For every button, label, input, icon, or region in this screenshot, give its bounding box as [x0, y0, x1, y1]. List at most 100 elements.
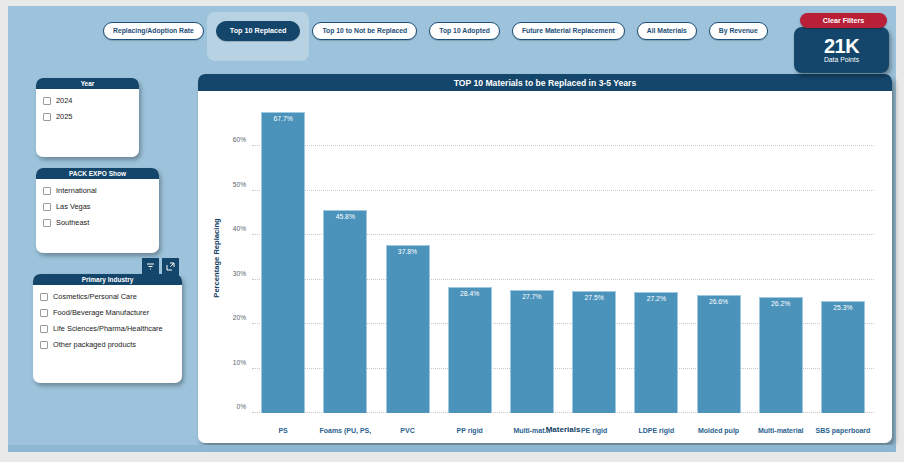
filter-option-label: 2024 [56, 96, 72, 105]
tab-label: Replacing/Adoption Rate [103, 22, 204, 40]
filter-option-international[interactable]: International [43, 186, 152, 195]
bar-data-label: 26.6% [692, 298, 746, 305]
filter-option-label: Other packaged products [53, 340, 136, 349]
tab-top-10-replaced[interactable]: Top 10 Replaced [216, 21, 301, 41]
bar-slot: 26.6% [687, 102, 749, 413]
bar-data-label: 26.2% [754, 300, 808, 307]
filter-option-label: Southeast [56, 218, 89, 227]
filter-option-life-sciences-pharma-healthcare[interactable]: Life Sciences/Pharma/Healthcare [40, 324, 175, 333]
checkbox-unchecked[interactable] [43, 113, 51, 121]
bar-data-label: 27.7% [505, 293, 559, 300]
y-axis-title: Percentage Replacing [212, 218, 221, 297]
x-tick-pvc: PVC [376, 427, 438, 434]
bar-chart-visual: TOP 10 Materials to be Replaced in 3-5 Y… [198, 74, 892, 443]
tab-top-10-adopted[interactable]: Top 10 Adopted [429, 22, 500, 40]
filter-option-label: Food/Beverage Manufacturer [53, 308, 149, 317]
filter-option-2024[interactable]: 2024 [43, 96, 132, 105]
data-points-label: Data Points [824, 56, 859, 63]
filter-options: Cosmetics/Personal Care Food/Beverage Man… [33, 285, 182, 349]
y-tick-label: 40% [233, 225, 246, 232]
x-tick-multi-material: Multi-material [750, 427, 812, 434]
checkbox-unchecked[interactable] [43, 187, 51, 195]
y-tick-label: 60% [233, 136, 246, 143]
tab-replacing-adoption-rate[interactable]: Replacing/Adoption Rate [103, 22, 204, 40]
bar-slot: 45.8% [314, 102, 376, 413]
bar-multi-mat[interactable]: 27.7% [510, 290, 554, 413]
x-tick-sbs-paperboard: SBS paperboard [812, 427, 874, 434]
chart-title: TOP 10 Materials to be Replaced in 3-5 Y… [198, 74, 892, 91]
checkbox-unchecked[interactable] [43, 219, 51, 227]
filter-option-label: International [56, 186, 97, 195]
filter-option-southeast[interactable]: Southeast [43, 218, 152, 227]
clear-filters-button[interactable]: Clear Filters [800, 13, 887, 28]
filter-card-year: Year 2024 2025 [36, 78, 139, 157]
bar-slot: 67.7% [252, 102, 314, 413]
y-tick-label: 30% [233, 270, 246, 277]
bar-ldpe-rigid[interactable]: 27.2% [634, 292, 678, 413]
checkbox-unchecked[interactable] [43, 203, 51, 211]
checkbox-unchecked[interactable] [40, 309, 48, 317]
x-tick-multi-mat: Multi-mat... [501, 427, 563, 434]
filter-option-label: Cosmetics/Personal Care [53, 292, 137, 301]
tab-all-materials[interactable]: All Materials [637, 22, 697, 40]
bar-foams-pu-ps[interactable]: 45.8% [323, 210, 367, 413]
y-tick-label: 50% [233, 181, 246, 188]
filter-option-las-vegas[interactable]: Las Vegas [43, 202, 152, 211]
filter-options: International Las Vegas Southeast [36, 179, 159, 227]
bar-pvc[interactable]: 37.8% [386, 245, 430, 413]
filter-option-label: Life Sciences/Pharma/Healthcare [53, 324, 163, 333]
filter-option-other-packaged-products[interactable]: Other packaged products [40, 340, 175, 349]
chart-plot-area: Percentage Replacing 67.7%45.8%37.8%28.4… [252, 102, 874, 413]
x-tick-molded-pulp: Molded pulp [687, 427, 749, 434]
checkbox-unchecked[interactable] [40, 325, 48, 333]
bar-pp-rigid[interactable]: 28.4% [448, 287, 492, 413]
data-points-value: 21K [824, 37, 859, 56]
bar-pe-rigid[interactable]: 27.5% [572, 291, 616, 413]
bar-data-label: 45.8% [318, 213, 372, 220]
bar-data-label: 37.8% [381, 248, 435, 255]
bar-data-label: 67.7% [256, 115, 310, 122]
bar-slot: 27.7% [501, 102, 563, 413]
filter-card-primary-industry: Primary Industry Cosmetics/Personal Care F… [33, 274, 182, 383]
bar-data-label: 27.2% [629, 295, 683, 302]
visual-header-toolbar [142, 258, 179, 275]
tab-label: Top 10 to Not be Replaced [312, 22, 417, 40]
bar-data-label: 25.3% [816, 304, 870, 311]
bar-sbs-paperboard[interactable]: 25.3% [821, 301, 865, 413]
filter-option-food-beverage-manufacturer[interactable]: Food/Beverage Manufacturer [40, 308, 175, 317]
filter-title: Year [36, 78, 139, 89]
filter-title: Primary Industry [33, 274, 182, 285]
bar-slot: 37.8% [376, 102, 438, 413]
filter-option-label: 2025 [56, 112, 72, 121]
bar-slot: 28.4% [439, 102, 501, 413]
filter-option-label: Las Vegas [56, 202, 91, 211]
filter-option-2025[interactable]: 2025 [43, 112, 132, 121]
tab-top-10-to-not-be-replaced[interactable]: Top 10 to Not be Replaced [312, 22, 417, 40]
bar-ps[interactable]: 67.7% [261, 112, 305, 413]
y-tick-label: 20% [233, 314, 246, 321]
tab-label: By Revenue [709, 22, 768, 40]
filter-option-cosmetics-personal-care[interactable]: Cosmetics/Personal Care [40, 292, 175, 301]
tab-label: Top 10 Replaced [216, 21, 301, 41]
checkbox-unchecked[interactable] [43, 97, 51, 105]
y-tick-label: 10% [233, 359, 246, 366]
filter-card-pack-expo-show: PACK EXPO Show International Las Vegas Sout… [36, 168, 159, 253]
tab-label: Top 10 Adopted [429, 22, 500, 40]
bar-multi-material[interactable]: 26.2% [759, 297, 803, 413]
tab-bar: Replacing/Adoption Rate Top 10 Replaced To… [103, 21, 768, 41]
tab-future-material-replacement[interactable]: Future Material Replacement [512, 22, 625, 40]
bar-data-label: 27.5% [567, 294, 621, 301]
filter-options: 2024 2025 [36, 89, 139, 121]
bar-slot: 27.5% [563, 102, 625, 413]
checkbox-unchecked[interactable] [40, 341, 48, 349]
x-tick-pe-rigid: PE rigid [563, 427, 625, 434]
checkbox-unchecked[interactable] [40, 293, 48, 301]
x-tick-pp-rigid: PP rigid [439, 427, 501, 434]
tab-by-revenue[interactable]: By Revenue [709, 22, 768, 40]
filter-title: PACK EXPO Show [36, 168, 159, 179]
x-tick-ps: PS [252, 427, 314, 434]
bar-molded-pulp[interactable]: 26.6% [697, 295, 741, 413]
filter-icon[interactable] [142, 258, 159, 275]
focus-mode-icon[interactable] [162, 258, 179, 275]
bar-slot: 26.2% [750, 102, 812, 413]
